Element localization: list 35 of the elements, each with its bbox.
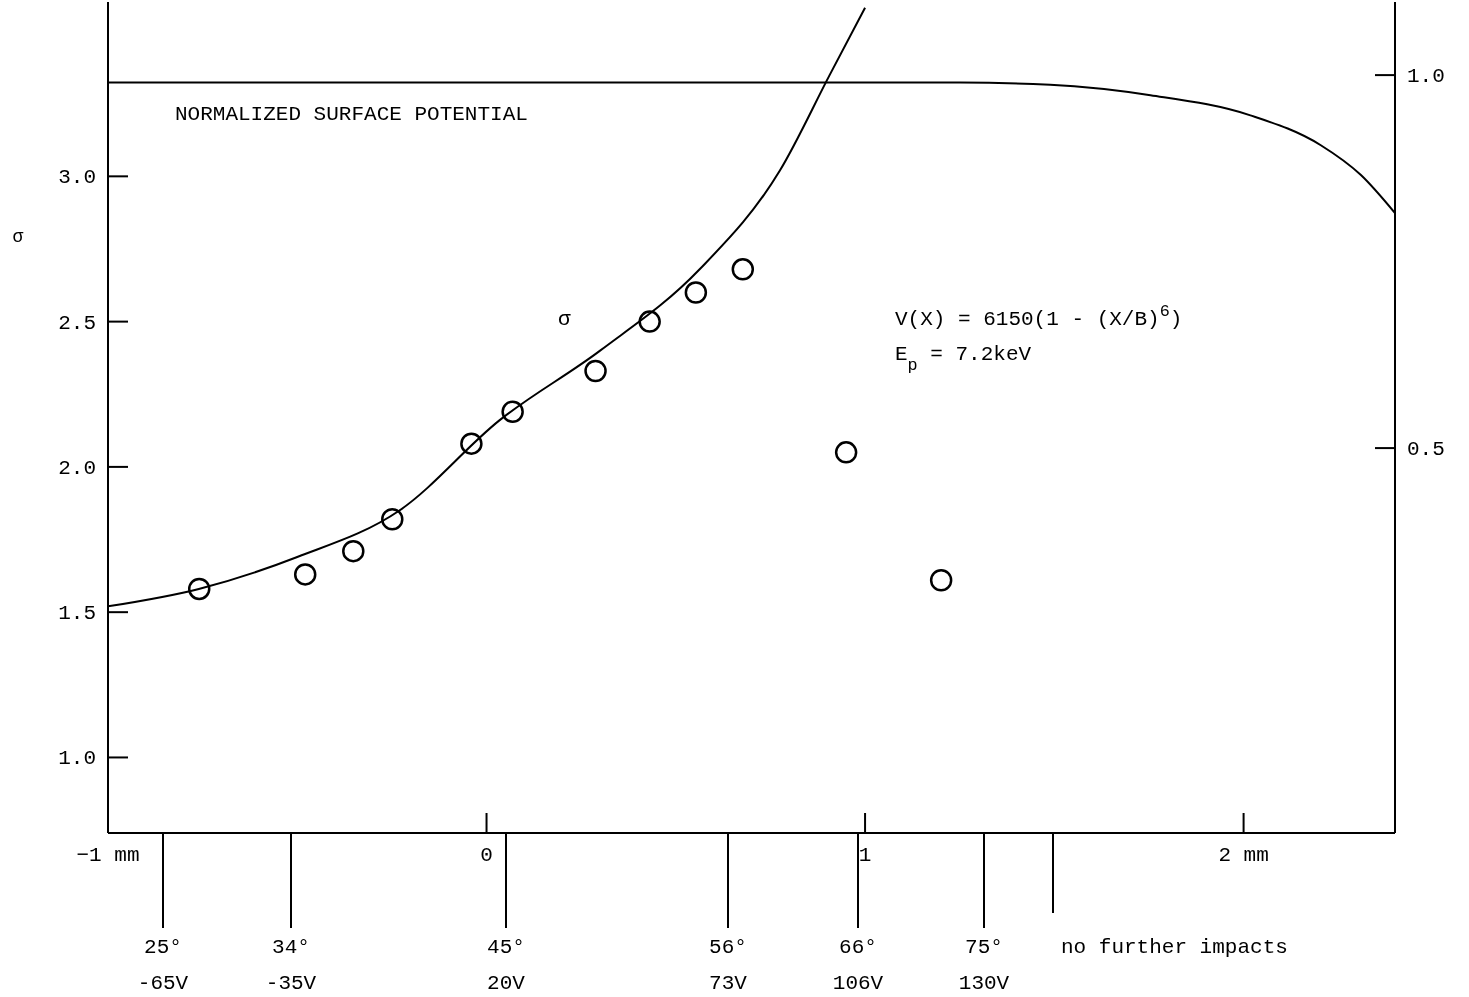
text: 45° 20V <box>487 936 526 995</box>
annotation: σ <box>558 308 571 331</box>
point <box>293 563 317 586</box>
point <box>342 539 365 563</box>
point <box>584 359 607 383</box>
y2-tick-label: 0.5 <box>1407 438 1445 462</box>
text: 25° -65V <box>137 936 189 995</box>
point <box>187 577 211 601</box>
point <box>638 310 661 333</box>
x-tick-label: 1 <box>858 844 872 867</box>
point <box>460 432 483 455</box>
x-tick-label: 0 <box>480 844 493 867</box>
point <box>929 568 953 592</box>
text: no further impacts <box>1061 936 1288 959</box>
y-tick-label: 1.0 <box>58 747 96 771</box>
y-axis-title: σ <box>12 227 24 247</box>
point <box>684 281 708 304</box>
x-tick-label: 2 mm <box>1218 844 1269 867</box>
point <box>501 400 524 423</box>
y-tick-label: 2.5 <box>58 311 96 335</box>
point <box>381 507 404 531</box>
text: 66° 106V <box>832 936 884 995</box>
y-tick-label: 2.0 <box>58 456 96 480</box>
text: 75° 130V <box>958 936 1010 995</box>
point <box>731 258 755 281</box>
x-tick-label: −1 mm <box>76 844 140 867</box>
y2-tick-label: 1.0 <box>1407 65 1445 89</box>
y-tick-label: 3.0 <box>58 166 96 190</box>
text: 56° 73V <box>709 936 748 995</box>
point <box>834 441 858 464</box>
annotation: E$_{p}$ = 7.2keV <box>895 343 1032 375</box>
annotation: V(X) = 6150(1 - (X/B)$^{6}$) <box>895 301 1183 331</box>
text: 34° -35V <box>265 936 317 995</box>
annotation: NORMALIZED SURFACE POTENTIAL <box>175 103 528 126</box>
y-tick-label: 1.5 <box>58 602 96 626</box>
